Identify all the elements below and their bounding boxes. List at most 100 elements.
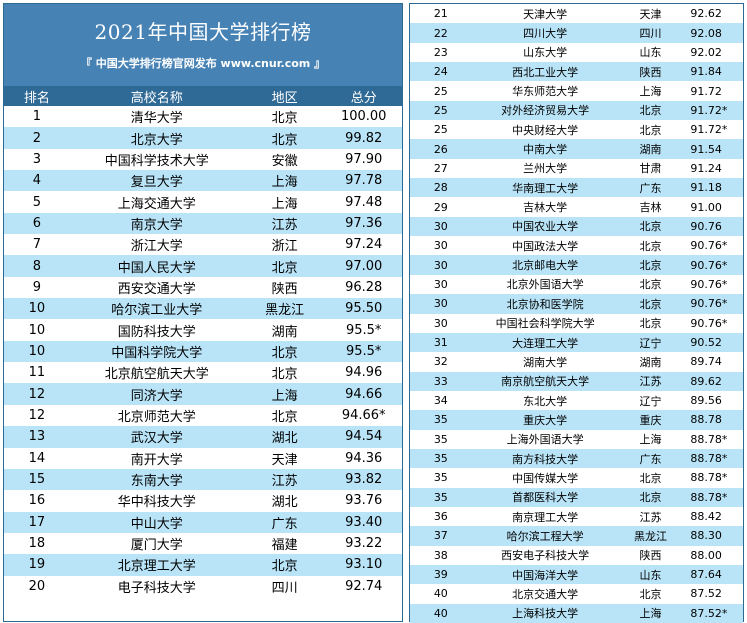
table-row: 38 西安电子科技大学 陕西 88.00 [410, 545, 743, 565]
column-rank: 排名 [23, 90, 50, 106]
score-cell: 92.02 [690, 45, 722, 59]
name-cell: 西安交通大学 [117, 281, 196, 297]
score-cell: 91.72* [690, 123, 728, 137]
region-cell: 北京 [271, 367, 298, 383]
right-ranking-panel: 21 天津大学 天津 92.62 22 四川大学 四川 92.08 23 山东大学 山东 92.02 2… [409, 3, 744, 623]
region-cell: 北京 [271, 111, 298, 127]
name-cell: 复旦大学 [130, 175, 183, 191]
name-cell: 国防科技大学 [117, 324, 196, 340]
rank-cell: 36 [433, 510, 448, 524]
region-cell: 北京 [639, 278, 662, 292]
score-cell: 97.78 [345, 173, 383, 189]
table-row: 12 同济大学 上海 94.66 [4, 383, 402, 405]
region-cell: 重庆 [639, 413, 662, 427]
rank-cell: 17 [28, 514, 46, 530]
region-cell: 吉林 [639, 201, 662, 215]
name-cell: 南开大学 [130, 452, 183, 468]
region-cell: 江苏 [639, 510, 662, 524]
region-cell: 陕西 [271, 281, 298, 297]
region-cell: 浙江 [271, 239, 298, 255]
rank-cell: 34 [433, 394, 448, 408]
rank-cell: 7 [32, 237, 41, 253]
region-cell: 陕西 [639, 65, 662, 79]
name-cell: 哈尔滨工程大学 [506, 529, 584, 543]
rank-cell: 5 [32, 194, 41, 210]
score-cell: 91.84 [690, 65, 722, 79]
left-table-body: 1 清华大学 北京 100.00 2 北京大学 北京 99.82 3 中国科学技术大学 安徽 97.9… [4, 106, 402, 597]
region-cell: 黑龙江 [634, 529, 668, 543]
region-cell: 江苏 [271, 217, 298, 233]
rank-cell: 35 [433, 452, 448, 466]
score-cell: 92.62 [690, 7, 722, 21]
region-cell: 江苏 [271, 474, 298, 490]
name-cell: 上海交通大学 [117, 196, 196, 212]
name-cell: 中央财经大学 [512, 123, 579, 137]
rank-cell: 21 [433, 7, 448, 21]
rank-cell: 32 [433, 355, 448, 369]
score-cell: 89.74 [690, 355, 722, 369]
table-row: 4 复旦大学 上海 97.78 [4, 170, 402, 192]
region-cell: 北京 [271, 132, 298, 148]
region-cell: 北京 [639, 587, 662, 601]
region-cell: 湖南 [271, 324, 298, 340]
name-cell: 浙江大学 [130, 239, 183, 255]
table-row: 30 中国社会科学院大学 北京 90.76* [410, 313, 743, 333]
rank-cell: 30 [433, 258, 448, 272]
score-cell: 94.54 [345, 429, 383, 445]
name-cell: 湖南大学 [523, 355, 568, 369]
region-cell: 北京 [639, 317, 662, 331]
name-cell: 清华大学 [130, 111, 183, 127]
table-row: 40 上海科技大学 上海 87.52* [410, 603, 743, 623]
region-cell: 北京 [271, 409, 298, 425]
name-cell: 厦门大学 [130, 538, 183, 554]
rank-cell: 25 [433, 123, 448, 137]
score-cell: 90.76* [690, 258, 728, 272]
score-cell: 94.66 [345, 386, 383, 402]
score-cell: 94.36 [345, 450, 383, 466]
region-cell: 四川 [271, 580, 298, 596]
score-cell: 93.10 [345, 557, 383, 573]
right-table-body: 21 天津大学 天津 92.62 22 四川大学 四川 92.08 23 山东大学 山东 92.02 2… [410, 4, 743, 623]
name-cell: 山东大学 [523, 46, 568, 60]
rank-cell: 40 [433, 606, 448, 620]
table-row: 35 重庆大学 重庆 88.78 [410, 410, 743, 430]
column-header: 排名 高校名称 地区 总分 [4, 86, 402, 106]
name-cell: 中国农业大学 [512, 220, 579, 234]
table-row: 25 华东师范大学 上海 91.72 [410, 81, 743, 101]
name-cell: 北京理工大学 [117, 559, 196, 575]
rank-cell: 18 [28, 536, 46, 552]
table-row: 34 东北大学 辽宁 89.56 [410, 390, 743, 411]
rank-cell: 40 [433, 587, 448, 601]
table-row: 6 南京大学 江苏 97.36 [4, 212, 402, 235]
name-cell: 同济大学 [130, 388, 183, 404]
score-cell: 93.82 [345, 472, 383, 488]
name-cell: 西北工业大学 [512, 65, 579, 79]
score-cell: 88.30 [690, 529, 722, 543]
table-row: 10 中国科学院大学 北京 95.5* [4, 340, 402, 363]
table-row: 23 山东大学 山东 92.02 [410, 42, 743, 63]
region-cell: 甘肃 [639, 162, 662, 176]
region-cell: 广东 [271, 516, 298, 532]
rank-cell: 3 [32, 151, 41, 167]
table-row: 27 兰州大学 甘肃 91.24 [410, 158, 743, 179]
region-cell: 北京 [639, 259, 662, 273]
name-cell: 北京邮电大学 [512, 259, 579, 273]
column-region: 地区 [271, 90, 298, 106]
name-cell: 兰州大学 [523, 162, 568, 176]
table-row: 37 哈尔滨工程大学 黑龙江 88.30 [410, 526, 743, 546]
table-row: 15 东南大学 江苏 93.82 [4, 468, 402, 491]
score-cell: 88.78* [690, 490, 728, 504]
table-row: 35 上海外国语大学 上海 88.78* [410, 429, 743, 449]
table-row: 30 中国农业大学 北京 90.76 [410, 216, 743, 237]
name-cell: 南京理工大学 [512, 510, 579, 524]
table-row: 16 华中科技大学 湖北 93.76 [4, 490, 402, 512]
score-cell: 94.66* [341, 407, 386, 423]
score-cell: 91.72 [690, 84, 722, 98]
table-row: 30 北京协和医学院 北京 90.76* [410, 294, 743, 314]
rank-cell: 25 [433, 103, 448, 117]
rank-cell: 16 [28, 493, 46, 509]
name-cell: 北京协和医学院 [506, 297, 584, 311]
rank-cell: 10 [28, 322, 46, 338]
score-cell: 87.52* [690, 606, 728, 620]
region-cell: 湖南 [639, 355, 662, 369]
